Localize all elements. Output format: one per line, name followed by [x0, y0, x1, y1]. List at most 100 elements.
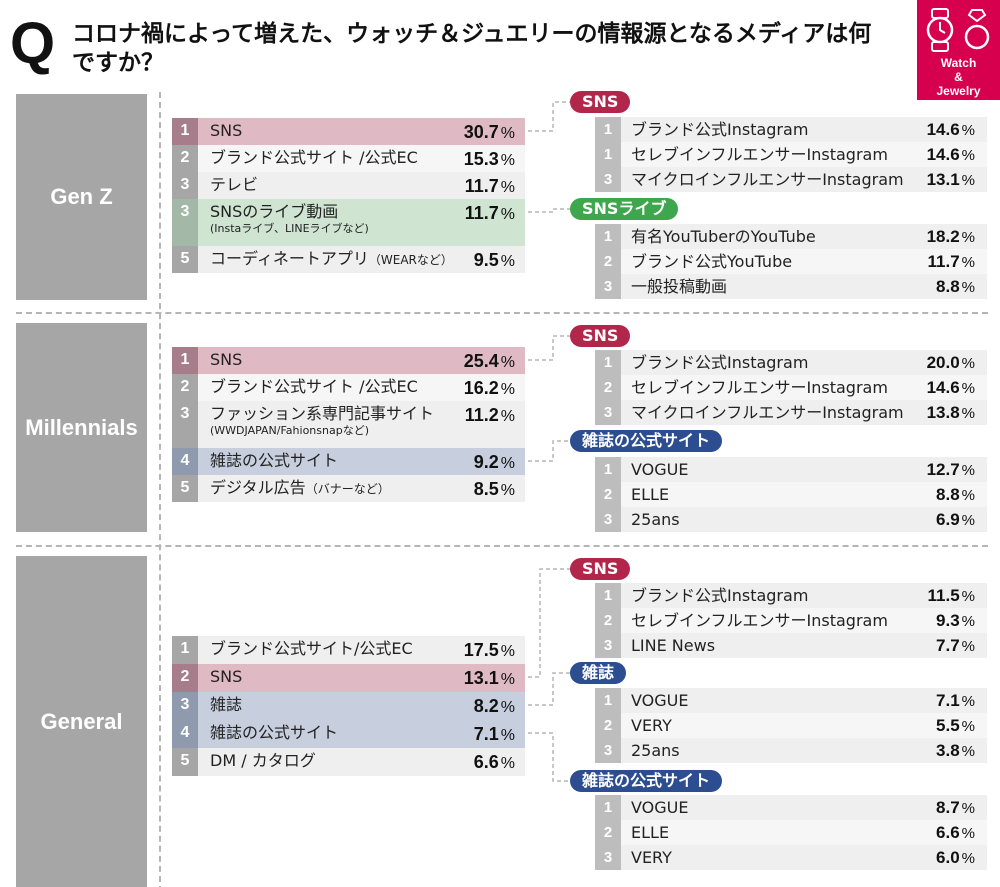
- value-number: 18.2: [926, 227, 960, 246]
- row-label: 雑誌の公式サイト: [210, 451, 339, 470]
- section-label: General: [16, 556, 147, 887]
- row-value: 6.6%: [474, 748, 525, 776]
- rank-number: 5: [172, 748, 198, 776]
- percent-sign: %: [500, 755, 515, 772]
- detail-row: 3 25ans 3.8%: [595, 738, 987, 763]
- rank-number: 1: [595, 350, 621, 375]
- percent-sign: %: [500, 381, 515, 398]
- value-number: 11.7: [927, 252, 960, 271]
- rank-number: 1: [595, 795, 621, 820]
- rank-number: 2: [172, 145, 198, 172]
- row-label-group: ブランド公式サイト /公式EC: [198, 145, 464, 172]
- detail-label: ELLE: [631, 485, 670, 504]
- rank-number: 2: [595, 482, 621, 507]
- row-label-group: テレビ: [198, 172, 465, 199]
- detail-row: 1 VOGUE 12.7%: [595, 457, 987, 482]
- detail-value: 13.1%: [927, 167, 987, 192]
- rank-number: 1: [595, 583, 621, 608]
- percent-sign: %: [961, 693, 975, 710]
- detail-row: 2 ELLE 8.8%: [595, 482, 987, 507]
- rank-number: 3: [595, 633, 621, 658]
- row-label: ブランド公式サイト/公式EC: [210, 639, 413, 658]
- row-label-group: 雑誌: [198, 692, 474, 720]
- detail-row: 1 ブランド公式Instagram 20.0%: [595, 350, 987, 375]
- value-number: 9.3: [936, 611, 960, 630]
- ring-icon: [964, 9, 990, 50]
- value-number: 6.9: [936, 510, 960, 529]
- detail-value: 8.8%: [936, 482, 987, 507]
- value-number: 7.1: [473, 724, 499, 744]
- connector-line: [528, 440, 570, 462]
- detail-label: ブランド公式Instagram: [631, 120, 809, 139]
- percent-sign: %: [961, 825, 975, 842]
- detail-label: 有名YouTuberのYouTube: [631, 227, 816, 246]
- percent-sign: %: [500, 253, 515, 270]
- value-number: 6.6: [936, 823, 960, 842]
- value-number: 9.5: [473, 250, 499, 270]
- detail-label: マイクロインフルエンサーInstagram: [631, 403, 904, 422]
- row-label: 雑誌: [210, 695, 243, 714]
- section-label: Gen Z: [16, 94, 147, 300]
- row-value: 17.5%: [464, 636, 525, 664]
- detail-value: 20.0%: [927, 350, 987, 375]
- rank-number: 1: [172, 636, 198, 664]
- row-value: 7.1%: [474, 720, 525, 748]
- row-label: ブランド公式サイト /公式EC: [210, 377, 418, 396]
- value-number: 7.1: [936, 691, 960, 710]
- row-label-group: 雑誌の公式サイト: [198, 448, 474, 475]
- detail-value: 6.0%: [936, 845, 987, 870]
- row-value: 15.3%: [464, 145, 525, 172]
- value-number: 8.8: [936, 277, 960, 296]
- value-number: 6.6: [473, 752, 499, 772]
- row-label-group: ブランド公式サイト /公式EC: [198, 374, 464, 401]
- ranking-row: 3 テレビ 11.7%: [172, 172, 525, 199]
- ranking-row: 1 SNS 30.7%: [172, 118, 525, 145]
- ranking-row: 3 SNSのライブ動画 (Instaライブ、LINEライブなど) 11.7%: [172, 199, 525, 246]
- percent-sign: %: [500, 455, 515, 472]
- value-number: 14.6: [926, 120, 960, 139]
- detail-value: 6.6%: [936, 820, 987, 845]
- value-number: 5.5: [936, 716, 960, 735]
- ranking-row: 2 SNS 13.1%: [172, 664, 525, 692]
- badge-line: Watch: [940, 56, 977, 70]
- value-number: 12.7: [926, 460, 960, 479]
- rank-number: 3: [595, 507, 621, 532]
- value-number: 6.0: [936, 848, 960, 867]
- percent-sign: %: [500, 643, 515, 660]
- percent-sign: %: [500, 408, 515, 425]
- rank-number: 3: [595, 845, 621, 870]
- detail-value: 14.6%: [927, 117, 987, 142]
- detail-value: 11.5%: [928, 583, 988, 608]
- detail-row: 1 有名YouTuberのYouTube 18.2%: [595, 224, 987, 249]
- rank-number: 2: [595, 249, 621, 274]
- row-value: 8.2%: [474, 692, 525, 720]
- detail-value: 5.5%: [936, 713, 987, 738]
- rank-number: 2: [595, 820, 621, 845]
- percent-sign: %: [500, 354, 515, 371]
- detail-value: 8.7%: [936, 795, 987, 820]
- detail-row: 1 セレブインフルエンサーInstagram 14.6%: [595, 142, 987, 167]
- percent-sign: %: [961, 638, 975, 655]
- value-number: 11.2: [464, 405, 499, 425]
- detail-label: セレブインフルエンサーInstagram: [631, 145, 888, 164]
- detail-row: 2 ELLE 6.6%: [595, 820, 987, 845]
- value-number: 8.7: [936, 798, 960, 817]
- percent-sign: %: [961, 613, 975, 630]
- percent-sign: %: [961, 588, 975, 605]
- ranking-row: 3 雑誌 8.2%: [172, 692, 525, 720]
- detail-label: セレブインフルエンサーInstagram: [631, 611, 888, 630]
- row-label: 雑誌の公式サイト: [210, 723, 339, 742]
- divider-vertical: [159, 92, 161, 887]
- value-number: 14.6: [926, 145, 960, 164]
- category-tag-sns: SNS: [570, 325, 631, 347]
- value-number: 17.5: [463, 640, 499, 660]
- row-note: （WEARなど）: [368, 253, 453, 267]
- rank-number: 1: [172, 347, 198, 374]
- category-tag-sns: SNS: [570, 558, 631, 580]
- row-label: ファッション系専門記事サイト: [210, 404, 435, 423]
- detail-row: 3 25ans 6.9%: [595, 507, 987, 532]
- row-label-group: ブランド公式サイト/公式EC: [198, 636, 464, 664]
- detail-label: ELLE: [631, 823, 670, 842]
- category-tag-live: SNSライブ: [570, 198, 679, 220]
